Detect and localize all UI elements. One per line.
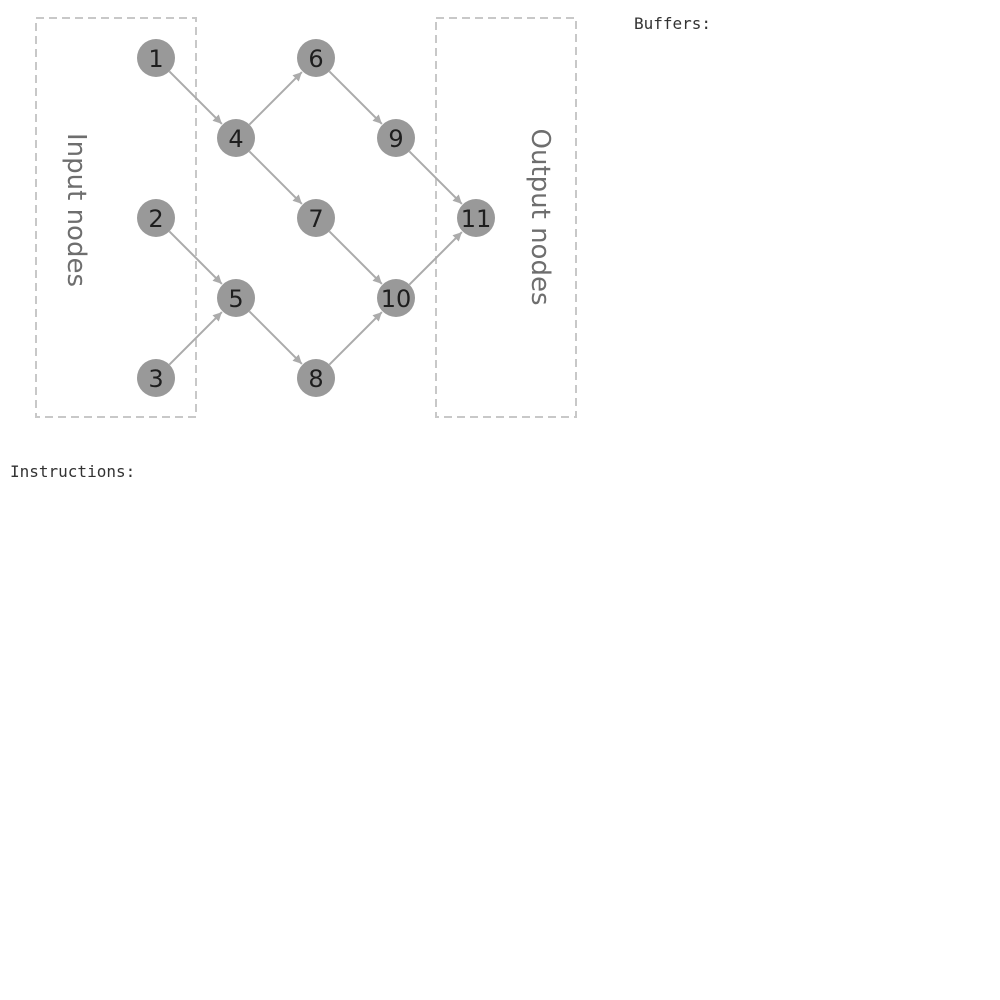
node-circle bbox=[137, 359, 175, 397]
node-circle bbox=[377, 119, 415, 157]
node-label: 6 bbox=[308, 45, 323, 73]
node-circle bbox=[297, 39, 335, 77]
dataflow-graph: Input nodes Output nodes 1 2 3 4 5 6 7 8 9 10 11 bbox=[35, 17, 577, 418]
node-7: 7 bbox=[297, 199, 335, 237]
node-6: 6 bbox=[297, 39, 335, 77]
input-nodes-label: Input nodes bbox=[61, 133, 91, 287]
node-8: 8 bbox=[297, 359, 335, 397]
edge-6-9 bbox=[328, 70, 383, 125]
output-nodes-label: Output nodes bbox=[525, 128, 555, 305]
node-label: 8 bbox=[308, 365, 323, 393]
node-label: 3 bbox=[148, 365, 163, 393]
node-circle bbox=[137, 39, 175, 77]
instructions-label: Instructions: bbox=[10, 462, 136, 481]
edge-3-5 bbox=[168, 311, 223, 366]
node-label: 11 bbox=[461, 205, 492, 233]
edge-7-10 bbox=[328, 230, 383, 285]
node-3: 3 bbox=[137, 359, 175, 397]
input-nodes-group: Input nodes bbox=[35, 17, 197, 418]
edge-9-11 bbox=[408, 150, 463, 205]
edge-4-6 bbox=[248, 71, 303, 126]
nodes: 1 2 3 4 5 6 7 8 9 10 11 bbox=[137, 39, 495, 397]
edge-10-11 bbox=[408, 231, 463, 286]
node-circle bbox=[137, 199, 175, 237]
node-4: 4 bbox=[217, 119, 255, 157]
node-label: 2 bbox=[148, 205, 163, 233]
node-circle bbox=[377, 279, 415, 317]
node-1: 1 bbox=[137, 39, 175, 77]
node-circle bbox=[297, 359, 335, 397]
edges bbox=[168, 70, 463, 366]
node-label: 1 bbox=[148, 45, 163, 73]
node-9: 9 bbox=[377, 119, 415, 157]
node-2: 2 bbox=[137, 199, 175, 237]
node-11: 11 bbox=[457, 199, 495, 237]
edge-2-5 bbox=[168, 230, 223, 285]
node-label: 10 bbox=[381, 285, 412, 313]
node-5: 5 bbox=[217, 279, 255, 317]
node-circle bbox=[217, 279, 255, 317]
edge-5-8 bbox=[248, 310, 303, 365]
edge-8-10 bbox=[328, 311, 383, 366]
output-nodes-group: Output nodes bbox=[435, 17, 577, 418]
node-circle bbox=[217, 119, 255, 157]
buffers-label: Buffers: bbox=[634, 14, 712, 33]
edge-1-4 bbox=[168, 70, 223, 125]
node-circle bbox=[297, 199, 335, 237]
node-label: 5 bbox=[228, 285, 243, 313]
node-label: 4 bbox=[228, 125, 243, 153]
edge-4-7 bbox=[248, 150, 303, 205]
node-10: 10 bbox=[377, 279, 415, 317]
node-label: 7 bbox=[308, 205, 323, 233]
node-label: 9 bbox=[388, 125, 403, 153]
node-circle bbox=[457, 199, 495, 237]
